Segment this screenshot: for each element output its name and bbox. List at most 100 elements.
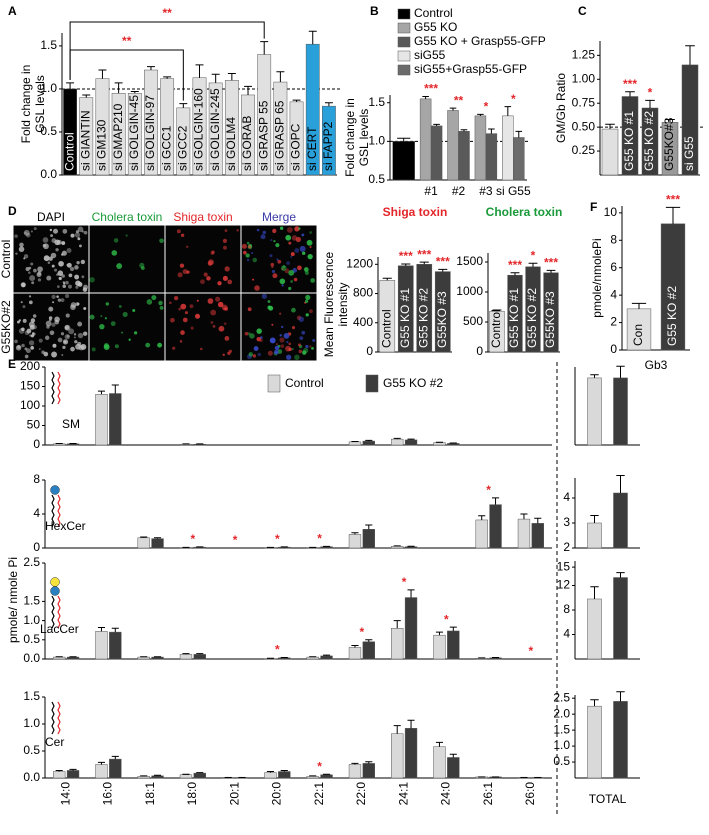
bar — [193, 443, 206, 446]
cell — [282, 265, 286, 268]
cell — [276, 258, 279, 261]
error-bar — [393, 725, 401, 734]
cell — [299, 245, 306, 252]
bar — [587, 705, 602, 779]
error-bar — [510, 272, 520, 276]
cell — [75, 230, 79, 234]
micrograph — [240, 224, 318, 294]
micrograph-column-label: Shiga toxin — [173, 210, 232, 224]
y-tick-label: 1.5 — [553, 722, 570, 736]
bar — [433, 746, 446, 779]
cell — [288, 269, 295, 276]
cell — [31, 281, 35, 285]
error-bar — [631, 302, 647, 309]
error-bar — [401, 263, 411, 266]
error-bar — [195, 64, 204, 78]
bar — [278, 657, 291, 660]
error-bar — [308, 30, 317, 45]
legend-label: Control — [414, 6, 453, 20]
cell — [74, 265, 79, 270]
y-tick-label: 400 — [353, 315, 373, 329]
cell — [43, 255, 50, 262]
cell — [288, 241, 292, 245]
cell — [279, 334, 282, 337]
category-label: si FAPP2 — [321, 121, 335, 171]
bar — [391, 438, 404, 446]
error-bar — [438, 268, 448, 272]
error-bar — [665, 206, 681, 224]
y-tick-label: 10 — [604, 205, 618, 219]
cell — [28, 300, 33, 305]
y-tick-label: 12 — [557, 578, 571, 592]
error-bar — [616, 572, 625, 578]
legend-swatch — [397, 36, 411, 48]
error-bar — [449, 626, 457, 631]
y-tick-label: 0.75 — [572, 95, 596, 109]
cell — [172, 346, 176, 350]
error-bar — [140, 536, 148, 538]
cell — [65, 280, 69, 285]
bar — [66, 443, 80, 446]
significance-mark: *** — [417, 247, 431, 261]
legend-swatch — [397, 8, 411, 20]
lipid-name: LacCer — [40, 622, 79, 636]
cell — [304, 299, 309, 303]
cell — [222, 353, 225, 356]
cell — [294, 226, 300, 232]
lipid-chain — [51, 595, 55, 629]
cell — [272, 273, 278, 279]
y-tick-label: 0.5 — [23, 632, 40, 646]
cell — [33, 227, 37, 231]
cell — [275, 243, 280, 248]
error-bar — [477, 113, 484, 116]
bar — [404, 546, 418, 549]
y-tick-label: 0.5 — [23, 743, 40, 757]
bar — [53, 656, 66, 660]
cell — [47, 261, 51, 264]
chart-title: Cholera toxin — [486, 205, 563, 219]
cell — [23, 257, 26, 260]
cell — [51, 322, 56, 327]
cell — [291, 347, 294, 351]
y-tick-label: 150 — [20, 379, 40, 393]
cell — [249, 333, 255, 339]
bar — [419, 98, 432, 181]
error-bar — [153, 537, 162, 539]
y-tick-label: 4 — [563, 490, 570, 504]
lipid-chain — [51, 371, 55, 405]
y-tick-label: 0.0 — [23, 651, 40, 665]
error-bar — [351, 762, 359, 765]
cell — [312, 339, 316, 343]
legend-label: siG55 — [414, 48, 446, 62]
bar — [53, 443, 66, 446]
lipid-chain — [51, 701, 55, 735]
cell — [273, 349, 279, 355]
error-bar — [266, 771, 275, 773]
bar — [278, 771, 291, 779]
error-bar — [590, 586, 599, 599]
cell — [298, 227, 301, 230]
micrograph-column-label: Merge — [262, 210, 296, 224]
cell — [280, 325, 284, 329]
lipid-name: HexCer — [45, 519, 86, 533]
bar — [485, 133, 498, 181]
cell — [224, 229, 228, 233]
cell — [21, 327, 25, 332]
lipid-head — [50, 577, 60, 587]
y-tick-label: 6 — [610, 260, 617, 274]
cell — [279, 337, 285, 343]
cell — [211, 250, 215, 254]
micrograph-column-label: DAPI — [37, 210, 65, 224]
legend-swatch — [397, 50, 411, 62]
cell — [290, 252, 295, 257]
cell — [247, 307, 252, 312]
category-label: Control — [489, 309, 503, 348]
cell — [38, 347, 41, 351]
cell — [83, 307, 87, 311]
error-bar — [433, 123, 440, 126]
error-bar — [211, 73, 220, 83]
cell — [246, 258, 250, 262]
bar — [613, 492, 628, 549]
y-tick-label: 4 — [33, 506, 40, 520]
cell — [280, 344, 285, 348]
